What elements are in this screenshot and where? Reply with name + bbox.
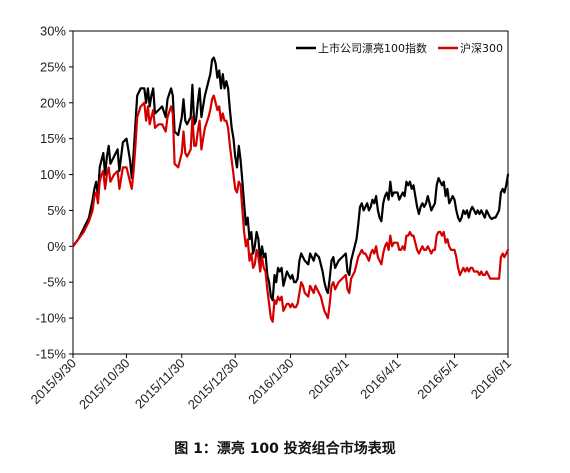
x-tick-label: 2016/4/1 — [357, 356, 403, 402]
y-tick-label: -5% — [43, 275, 67, 290]
y-tick-label: 25% — [40, 59, 66, 74]
series-line-1 — [71, 94, 510, 323]
x-tick-label: 2016/6/1 — [468, 356, 514, 402]
x-tick-label: 2015/11/30 — [132, 356, 188, 412]
y-tick-label: 10% — [40, 167, 66, 182]
chart-axes: -15%-10%-5%0%5%10%15%20%25%30%2015/9/302… — [28, 24, 515, 413]
y-tick-label: 5% — [47, 203, 66, 218]
chart-series — [71, 56, 510, 323]
y-tick-label: 30% — [40, 24, 66, 39]
x-tick-label: 2015/12/30 — [185, 356, 242, 413]
figure-caption: 图 1：漂亮 100 投资组合市场表现 — [174, 441, 396, 457]
y-tick-label: 20% — [40, 95, 66, 110]
legend-label-1: 沪深300 — [460, 41, 503, 55]
x-tick-label: 2016/1/30 — [245, 356, 297, 408]
line-chart: -15%-10%-5%0%5%10%15%20%25%30%2015/9/302… — [28, 24, 515, 413]
series-line-0 — [71, 56, 510, 302]
y-tick-label: 0% — [47, 239, 66, 254]
legend-label-0: 上市公司漂亮100指数 — [318, 41, 427, 55]
chart-legend: 上市公司漂亮100指数 沪深300 — [296, 41, 503, 55]
y-tick-label: -10% — [36, 311, 67, 326]
x-tick-label: 2015/10/30 — [76, 356, 133, 413]
y-tick-label: -15% — [36, 347, 67, 362]
x-tick-label: 2016/3/1 — [305, 356, 351, 402]
x-tick-label: 2016/5/1 — [414, 356, 460, 402]
y-tick-label: 15% — [40, 131, 66, 146]
x-tick-label: 2015/9/30 — [28, 356, 80, 408]
